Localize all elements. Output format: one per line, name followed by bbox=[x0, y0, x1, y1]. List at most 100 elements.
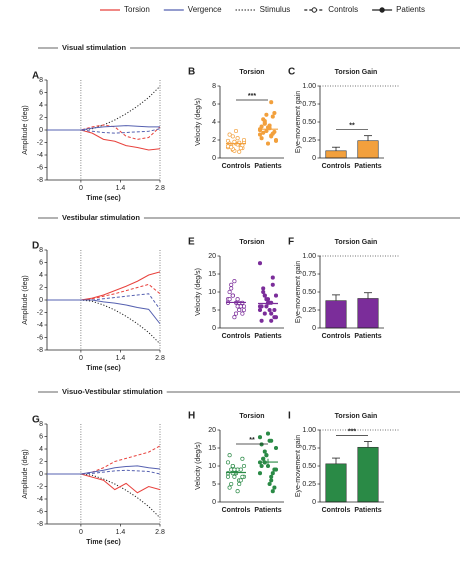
data-point bbox=[232, 467, 237, 472]
data-point bbox=[227, 453, 232, 458]
data-point bbox=[240, 311, 245, 316]
section-heading: Vestibular stimulation bbox=[62, 213, 140, 222]
bar bbox=[325, 150, 347, 159]
y-tick-label: 8 bbox=[39, 247, 43, 254]
data-point bbox=[269, 134, 274, 139]
x-tick-label: Controls bbox=[222, 163, 251, 170]
data-point bbox=[229, 286, 234, 291]
data-point bbox=[262, 449, 267, 454]
data-point bbox=[267, 481, 272, 487]
data-point bbox=[262, 120, 267, 125]
legend-marker bbox=[379, 7, 385, 13]
data-point bbox=[272, 485, 277, 490]
x-tick-label: Controls bbox=[322, 507, 351, 514]
data-point bbox=[269, 100, 274, 105]
data-point bbox=[261, 456, 266, 461]
data-point bbox=[237, 149, 242, 154]
y-tick-label: 4 bbox=[39, 102, 43, 109]
panel-letter: D bbox=[32, 241, 39, 252]
legend-label: Patients bbox=[396, 5, 425, 14]
y-tick-label: 1.00 bbox=[302, 253, 316, 260]
data-point bbox=[261, 130, 266, 135]
x-tick-label: Patients bbox=[354, 333, 381, 340]
y-tick-label: 20 bbox=[208, 253, 216, 260]
data-point bbox=[257, 471, 263, 476]
y-tick-label: 8 bbox=[212, 83, 216, 90]
data-point bbox=[269, 311, 274, 316]
x-tick-label: Controls bbox=[222, 333, 251, 340]
section-heading: Visual stimulation bbox=[62, 43, 126, 52]
y-tick-label: 0.25 bbox=[302, 137, 316, 144]
y-tick-label: 10 bbox=[208, 289, 216, 296]
y-tick-label: -8 bbox=[37, 521, 43, 528]
x-tick-label: Patients bbox=[354, 507, 381, 514]
trace bbox=[47, 473, 161, 494]
data-point bbox=[227, 485, 232, 490]
y-tick-label: -4 bbox=[37, 496, 43, 503]
y-tick-label: 20 bbox=[208, 427, 216, 434]
y-tick-label: 6 bbox=[39, 89, 43, 96]
bar bbox=[357, 298, 379, 329]
y-tick-label: 15 bbox=[208, 271, 216, 278]
x-tick-label: 1.4 bbox=[116, 355, 126, 362]
panel-letter: A bbox=[32, 71, 39, 82]
trace bbox=[47, 465, 161, 475]
data-point bbox=[259, 136, 264, 141]
data-point bbox=[265, 431, 271, 436]
data-point bbox=[232, 279, 237, 284]
data-point bbox=[262, 293, 267, 298]
data-point bbox=[265, 141, 271, 146]
data-point bbox=[235, 297, 240, 302]
x-tick-label: 0 bbox=[79, 355, 83, 362]
significance-label: *** bbox=[248, 93, 256, 100]
legend-label: Controls bbox=[328, 5, 358, 14]
x-tick-label: Controls bbox=[322, 163, 351, 170]
y-tick-label: -2 bbox=[37, 309, 43, 316]
data-point bbox=[272, 110, 277, 116]
trace bbox=[47, 85, 161, 131]
data-point bbox=[261, 286, 266, 291]
data-point bbox=[264, 453, 269, 458]
y-tick-label: 8 bbox=[39, 421, 43, 428]
y-tick-label: -2 bbox=[37, 483, 43, 490]
data-point bbox=[240, 474, 245, 479]
x-tick-label: Controls bbox=[222, 507, 251, 514]
y-tick-label: 5 bbox=[212, 481, 216, 488]
data-point bbox=[270, 489, 275, 494]
trace bbox=[47, 125, 160, 131]
y-tick-label: 8 bbox=[39, 77, 43, 84]
y-tick-label: -8 bbox=[37, 347, 43, 354]
data-point bbox=[225, 144, 231, 149]
y-tick-label: 0 bbox=[39, 297, 43, 304]
data-point bbox=[261, 117, 266, 122]
data-point bbox=[269, 318, 274, 323]
x-tick-label: 1.4 bbox=[116, 185, 126, 192]
data-point bbox=[273, 445, 279, 451]
panel-letter: E bbox=[188, 237, 195, 248]
y-tick-label: 4 bbox=[212, 119, 216, 126]
data-point bbox=[233, 311, 239, 316]
y-tick-label: 0 bbox=[312, 499, 316, 506]
data-point bbox=[259, 463, 264, 469]
x-tick-label: Patients bbox=[254, 507, 281, 514]
x-axis-label: Time (sec) bbox=[86, 539, 121, 546]
panel-letter: B bbox=[188, 67, 195, 78]
y-axis-label: Eye-movement gain bbox=[295, 91, 302, 153]
trace bbox=[47, 469, 161, 475]
data-point bbox=[230, 293, 235, 298]
data-point bbox=[240, 456, 245, 461]
y-tick-label: 6 bbox=[39, 259, 43, 266]
y-tick-label: -6 bbox=[37, 508, 43, 515]
legend-label: Stimulus bbox=[260, 5, 291, 14]
data-point bbox=[225, 474, 231, 479]
data-point bbox=[272, 307, 277, 313]
x-axis-label: Time (sec) bbox=[86, 195, 121, 202]
x-tick-label: Patients bbox=[354, 163, 381, 170]
significance-label: ** bbox=[349, 123, 355, 130]
panel-title: Torsion Gain bbox=[335, 239, 378, 246]
data-point bbox=[270, 114, 275, 119]
bar bbox=[325, 463, 347, 503]
data-point bbox=[259, 442, 264, 447]
data-point bbox=[227, 289, 232, 295]
